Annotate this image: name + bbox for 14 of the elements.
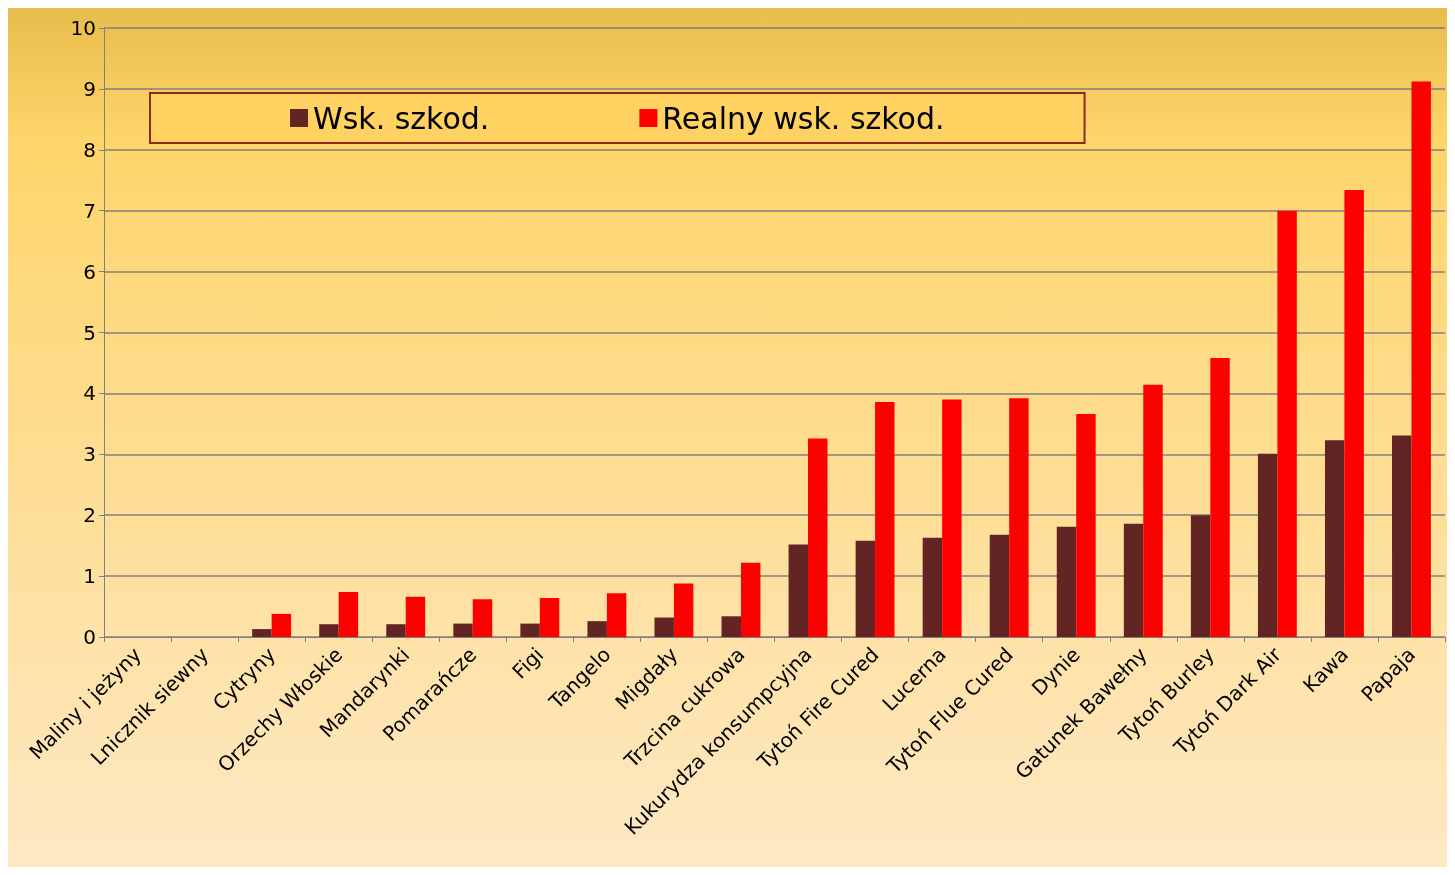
y-tick-label: 3 <box>83 442 96 467</box>
y-tick-label: 9 <box>83 76 96 101</box>
y-tick-label: 1 <box>83 564 96 589</box>
y-tick-label: 6 <box>83 259 96 284</box>
y-tick-label: 2 <box>83 503 96 528</box>
y-tick-label: 4 <box>83 381 96 406</box>
y-tick-label: 5 <box>83 320 96 345</box>
legend-label: Wsk. szkod. <box>313 100 490 136</box>
y-tick-label: 0 <box>83 625 96 649</box>
y-tick-label: 8 <box>83 137 96 162</box>
x-tick-label: Figi <box>507 642 549 684</box>
legend-label: Realny wsk. szkod. <box>662 100 945 136</box>
y-tick-label: 10 <box>70 16 96 40</box>
y-tick-label: 7 <box>83 198 96 223</box>
